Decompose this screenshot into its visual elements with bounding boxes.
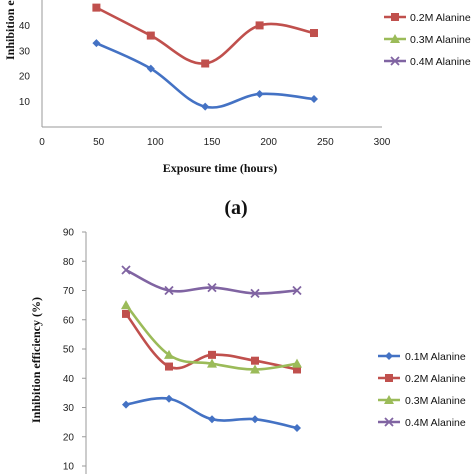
chart-b-point (292, 358, 302, 368)
chart-a-x-tick: 200 (260, 137, 277, 148)
chart-a-legend-label: 0.2M Alanine (410, 12, 471, 24)
chart-a-x-tick: 50 (93, 137, 105, 148)
chart-b-point (251, 415, 259, 424)
chart-a-point (146, 31, 155, 40)
chart-b-legend-marker (385, 374, 393, 382)
chart-a-legend-marker (390, 56, 400, 66)
chart-b-legend-label: 0.2M Alanine (405, 373, 466, 385)
chart-b-point (208, 415, 216, 424)
chart-a-y-tick: 10 (19, 97, 31, 108)
chart-b-series-line (125, 268, 298, 295)
chart-a-legend-label: 0.4M Alanine (410, 56, 471, 68)
chart-b-point (121, 265, 131, 275)
chart-b-point (164, 349, 174, 359)
chart-a-point (255, 89, 264, 98)
chart-b-legend-label: 0.3M Alanine (405, 395, 466, 407)
chart-a-legend: 0.2M Alanine 0.3M Alanine 0.4M Alanine (384, 12, 471, 68)
chart-a-series (92, 3, 318, 111)
chart-a-y-tick: 40 (19, 21, 31, 32)
chart-b-point (121, 300, 131, 310)
chart-a-series-line (95, 6, 315, 65)
chart-b-legend-marker (384, 417, 394, 427)
chart-b-point (208, 350, 216, 359)
chart-a-x-tick: 300 (374, 137, 391, 148)
chart-a-point (310, 29, 318, 38)
chart-b: 10 20 30 40 50 60 70 80 90 0.1M Alanine 0.2M Alan… (29, 228, 466, 474)
chart-b-y-tick: 50 (63, 345, 75, 356)
chart-b-axes: 10 20 30 40 50 60 70 80 90 (63, 228, 87, 474)
chart-b-y-tick: 80 (63, 257, 75, 268)
chart-a-point (201, 59, 210, 68)
chart-b-point (292, 285, 302, 296)
chart-a-x-tick: 100 (147, 137, 164, 148)
chart-a-series-line (95, 42, 315, 109)
chart-a-x-tick: 150 (204, 137, 221, 148)
chart-b-point (207, 282, 217, 293)
chart-a-y-tick: 30 (19, 46, 31, 57)
chart-b-point (122, 309, 130, 318)
chart-b-point (250, 288, 260, 299)
chart-b-point (293, 423, 301, 432)
chart-b-point (164, 285, 174, 296)
chart-a-legend-marker (391, 13, 399, 21)
chart-b-point (251, 356, 259, 365)
chart-b-legend-marker (384, 395, 394, 404)
chart-b-series (121, 265, 302, 432)
chart-a-legend-marker (390, 34, 400, 43)
chart-a-point (92, 39, 101, 48)
chart-b-y-tick: 40 (63, 374, 75, 385)
chart-b-point (165, 362, 173, 371)
chart-a-xlabel: Exposure time (hours) (163, 161, 277, 175)
chart-b-point (122, 400, 130, 409)
chart-b-y-tick: 30 (63, 403, 75, 414)
chart-b-y-tick: 60 (63, 315, 75, 326)
chart-a-ylabel: Inhibition e (3, 0, 17, 60)
chart-a-x-tick: 0 (39, 137, 45, 148)
chart-a-axes: 0 50 100 150 200 250 300 10 20 30 40 (19, 0, 391, 148)
chart-a-point (310, 95, 318, 104)
chart-b-y-tick: 90 (63, 228, 75, 239)
chart-b-point (165, 394, 173, 403)
chart-a-point (146, 64, 155, 73)
chart-b-legend-label: 0.4M Alanine (405, 417, 466, 429)
chart-b-legend-label: 0.1M Alanine (405, 351, 466, 363)
chart-b-point (207, 358, 217, 368)
chart-b-y-tick: 70 (63, 286, 75, 297)
chart-b-series-line (125, 396, 298, 430)
chart-b-point (250, 364, 260, 374)
chart-b-legend-marker (385, 352, 393, 360)
chart-b-y-tick: 20 (63, 432, 75, 443)
chart-b-legend: 0.1M Alanine 0.2M Alanine 0.3M Alanine 0.4M… (378, 351, 466, 429)
chart-a-y-tick: 20 (19, 72, 31, 83)
chart-b-point (293, 365, 301, 374)
chart-a-panel-label: (a) (224, 197, 247, 219)
chart-a-x-tick: 250 (317, 137, 334, 148)
chart-b-y-tick: 10 (63, 462, 75, 473)
chart-a-point (92, 3, 101, 12)
chart-a-point (255, 21, 264, 30)
chart-a-point (201, 102, 210, 111)
chart-a-legend-label: 0.3M Alanine (410, 34, 471, 46)
chart-b-ylabel: Inhibition efficiency (%) (29, 297, 43, 423)
